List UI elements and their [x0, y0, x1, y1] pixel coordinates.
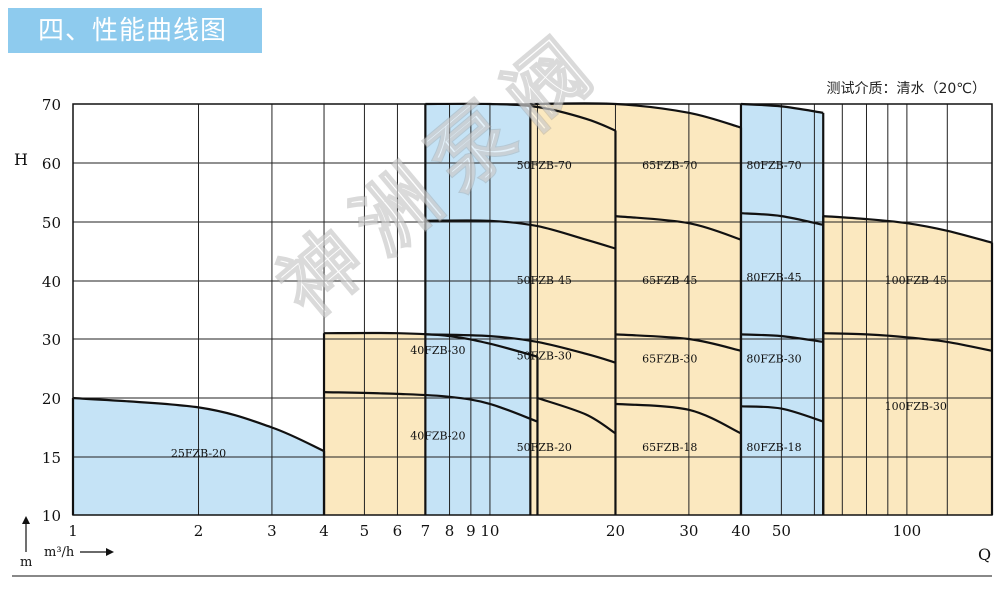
curve-80fzb-45	[740, 212, 824, 226]
region-fill-100fzb	[823, 216, 992, 515]
y-axis-label: H	[14, 150, 28, 169]
curve-label-65fzb-30: 65FZB-30	[642, 353, 697, 366]
curve-80fzb-30	[740, 333, 824, 343]
curve-label-65fzb-45: 65FZB-45	[642, 274, 697, 287]
curve-label-80fzb-30: 80FZB-30	[746, 353, 801, 366]
x-tick-label: 10	[480, 522, 499, 540]
curve-label-65fzb-18: 65FZB-18	[642, 441, 697, 454]
curve-label-50fzb-20: 50FZB-20	[517, 441, 572, 454]
curve-65fzb-18	[615, 402, 742, 435]
curve-label-80fzb-70: 80FZB-70	[746, 159, 801, 172]
y-unit-arrowhead	[22, 516, 30, 524]
curve-label-40fzb-30: 40FZB-30	[410, 344, 465, 357]
section-title-bar: 四、性能曲线图	[8, 8, 262, 53]
x-tick-label: 6	[393, 522, 403, 540]
x-tick-label: 50	[772, 522, 791, 540]
y-tick-label: 20	[42, 390, 61, 408]
y-tick-label: 70	[42, 96, 61, 114]
x-tick-label: 9	[466, 522, 476, 540]
curve-65fzb-30	[615, 333, 742, 352]
x-tick-label: 30	[679, 522, 698, 540]
curve-label-80fzb-18: 80FZB-18	[746, 441, 801, 454]
curve-40fzb-30	[323, 331, 538, 358]
x-tick-label: 8	[445, 522, 455, 540]
curve-50fzb-30	[425, 333, 616, 364]
curve-label-65fzb-70: 65FZB-70	[642, 159, 697, 172]
x-tick-label: 1	[68, 522, 78, 540]
curve-40fzb-20	[323, 391, 538, 423]
plot-frame	[72, 103, 993, 516]
x-unit-label: m³/h	[44, 545, 75, 560]
y-tick-label: 60	[42, 155, 61, 173]
curve-label-50fzb-70: 50FZB-70	[517, 159, 572, 172]
curve-label-25fzb-20: 25FZB-20	[171, 447, 226, 460]
x-tick-label: 40	[731, 522, 750, 540]
curve-100fzb-30	[823, 332, 993, 352]
test-medium-note: 测试介质：清水（20℃）	[826, 81, 986, 97]
curve-label-80fzb-45: 80FZB-45	[746, 271, 801, 284]
x-axis-label: Q	[978, 545, 991, 564]
curve-label-40fzb-20: 40FZB-20	[410, 429, 465, 442]
y-tick-label: 15	[42, 449, 61, 467]
x-tick-label: 2	[194, 522, 204, 540]
x-unit-arrowhead	[106, 548, 114, 556]
curve-label-50fzb-30: 50FZB-30	[517, 350, 572, 363]
curve-label-100fzb-30: 100FZB-30	[885, 400, 947, 413]
y-tick-label: 50	[42, 214, 61, 232]
y-unit-label: m	[20, 555, 32, 570]
curve-80fzb-18	[740, 405, 824, 423]
x-tick-label: 20	[606, 522, 625, 540]
x-tick-label: 7	[421, 522, 431, 540]
x-tick-label: 3	[267, 522, 277, 540]
y-tick-label: 10	[42, 507, 61, 525]
y-tick-label: 40	[42, 273, 61, 291]
curve-50fzb-20	[537, 396, 617, 435]
x-tick-label: 100	[893, 522, 922, 540]
curve-65fzb-45	[615, 215, 742, 241]
curve-label-50fzb-45: 50FZB-45	[517, 274, 572, 287]
x-tick-label: 5	[360, 522, 370, 540]
curve-50fzb-45	[425, 219, 616, 250]
region-fill-80fzb	[741, 104, 824, 515]
section-title: 四、性能曲线图	[38, 16, 228, 46]
curve-25fzb-20	[72, 396, 325, 453]
curve-label-100fzb-45: 100FZB-45	[885, 274, 947, 287]
curve-100fzb-45	[823, 215, 993, 244]
y-tick-label: 30	[42, 331, 61, 349]
x-tick-label: 4	[319, 522, 329, 540]
